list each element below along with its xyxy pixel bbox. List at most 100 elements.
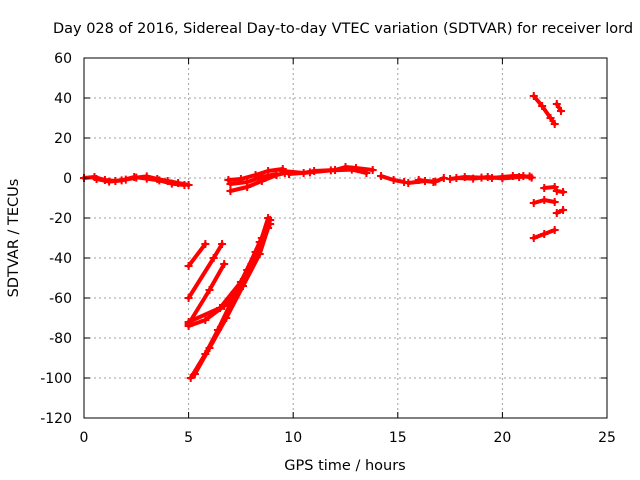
series-1 bbox=[92, 173, 189, 189]
chart-title: Day 028 of 2016, Sidereal Day-to-day VTE… bbox=[53, 21, 633, 37]
y-axis-title: SDTVAR / TECUs bbox=[6, 179, 22, 298]
x-tick-label: 25 bbox=[598, 430, 616, 446]
data-point bbox=[326, 166, 335, 175]
data-point bbox=[362, 169, 371, 177]
data-point bbox=[230, 288, 239, 296]
data-point bbox=[205, 286, 214, 294]
y-tick-label: -120 bbox=[40, 411, 72, 427]
series-10-trace bbox=[228, 172, 279, 186]
data-point bbox=[278, 167, 287, 175]
x-tick-label: 5 bbox=[184, 430, 193, 446]
series-2-trace bbox=[186, 242, 208, 268]
data-layer bbox=[80, 92, 568, 382]
data-point bbox=[220, 302, 229, 310]
data-point bbox=[556, 107, 565, 115]
data-point bbox=[546, 114, 555, 122]
x-tick-label: 20 bbox=[493, 430, 511, 446]
data-point bbox=[389, 176, 398, 184]
data-point bbox=[483, 173, 492, 181]
data-point bbox=[184, 294, 193, 302]
series-25 bbox=[529, 226, 559, 242]
data-point bbox=[429, 178, 438, 186]
series-18 bbox=[452, 172, 534, 183]
series-2 bbox=[184, 240, 210, 270]
y-tick-label: 20 bbox=[54, 131, 72, 147]
data-point bbox=[184, 262, 193, 270]
data-point bbox=[469, 174, 478, 183]
x-ticks: 0 5 10 15 20 25 bbox=[80, 58, 616, 446]
series-14 bbox=[377, 172, 409, 186]
data-point bbox=[529, 234, 538, 242]
y-tick-label: 60 bbox=[54, 51, 72, 67]
data-point bbox=[117, 176, 126, 185]
data-point bbox=[540, 196, 549, 204]
data-point bbox=[201, 240, 210, 248]
data-point bbox=[550, 120, 559, 128]
data-point bbox=[201, 316, 210, 324]
data-point bbox=[220, 260, 229, 268]
series-3 bbox=[184, 240, 227, 302]
plot-border bbox=[83, 57, 608, 419]
data-point bbox=[142, 174, 151, 183]
data-point bbox=[264, 167, 273, 175]
data-point bbox=[257, 177, 266, 185]
data-point bbox=[264, 214, 273, 222]
data-point bbox=[285, 170, 294, 178]
series-21 bbox=[529, 196, 559, 207]
data-point bbox=[525, 172, 534, 181]
series-22 bbox=[540, 183, 559, 192]
data-point bbox=[226, 187, 235, 195]
data-point bbox=[559, 188, 568, 196]
data-point bbox=[529, 199, 538, 207]
series-24 bbox=[552, 206, 568, 217]
series-8 bbox=[184, 214, 273, 330]
series-7 bbox=[190, 224, 273, 378]
series-13 bbox=[285, 165, 371, 178]
y-ticks: 60 40 20 0 -20 -40 -60 -80 -100 -120 bbox=[40, 51, 607, 427]
data-point bbox=[552, 100, 561, 108]
data-point bbox=[540, 230, 549, 238]
data-point bbox=[92, 175, 101, 183]
data-point bbox=[540, 184, 549, 192]
x-axis-title: GPS time / hours bbox=[284, 458, 405, 474]
x-tick-label: 0 bbox=[80, 430, 89, 446]
data-point bbox=[257, 234, 266, 242]
data-point bbox=[247, 260, 256, 268]
y-tick-label: -100 bbox=[40, 371, 72, 387]
data-point bbox=[529, 92, 538, 100]
x-tick-label: 10 bbox=[284, 430, 302, 446]
series-19-trace bbox=[531, 94, 557, 126]
data-point bbox=[243, 183, 252, 191]
y-tick-label: -80 bbox=[49, 331, 72, 347]
data-point bbox=[272, 171, 281, 179]
data-point bbox=[404, 179, 413, 187]
x-tick-label: 15 bbox=[389, 430, 407, 446]
data-point bbox=[550, 198, 559, 206]
y-tick-label: -20 bbox=[49, 211, 72, 227]
data-point bbox=[515, 173, 524, 181]
series-20 bbox=[552, 100, 565, 115]
data-point bbox=[377, 172, 386, 180]
data-point bbox=[190, 370, 199, 378]
data-point bbox=[155, 176, 164, 185]
series-7-trace bbox=[192, 226, 271, 376]
data-point bbox=[130, 173, 139, 181]
data-point bbox=[368, 166, 377, 174]
data-point bbox=[209, 254, 218, 262]
data-point bbox=[538, 102, 547, 110]
data-point bbox=[222, 314, 231, 322]
series-23 bbox=[552, 187, 568, 196]
grid bbox=[84, 58, 607, 418]
series-16 bbox=[414, 176, 438, 186]
data-point bbox=[186, 374, 195, 382]
data-point bbox=[226, 180, 235, 188]
data-point bbox=[498, 174, 507, 183]
y-tick-label: -60 bbox=[49, 291, 72, 307]
data-point bbox=[550, 226, 559, 234]
y-tick-label: 0 bbox=[63, 171, 72, 187]
data-point bbox=[167, 179, 176, 188]
data-point bbox=[218, 240, 227, 248]
series-19 bbox=[529, 92, 559, 128]
